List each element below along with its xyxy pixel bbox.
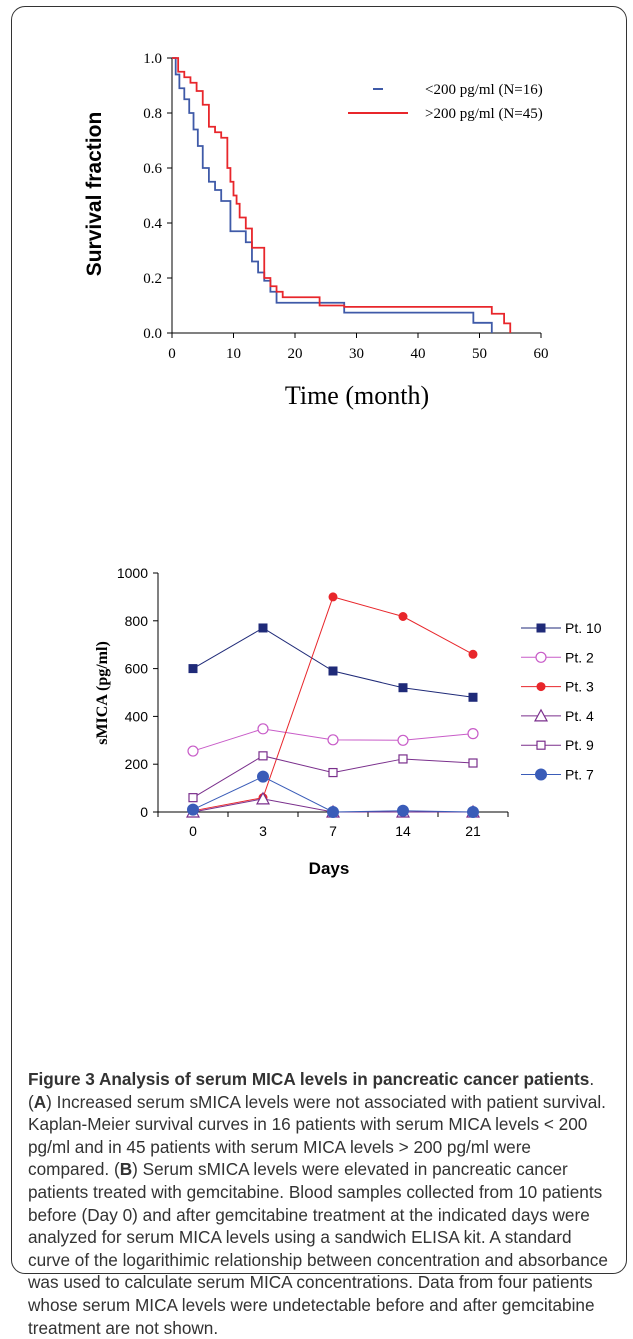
smica-point-pt-3 xyxy=(328,592,338,602)
smica-point-pt-10 xyxy=(398,683,408,693)
survival-y-tick-label: 0.6 xyxy=(143,161,162,177)
survival-legend-label: <200 pg/ml (N=16) xyxy=(425,82,543,98)
smica-legend-label: Pt. 10 xyxy=(565,620,602,636)
smica-legend-label: Pt. 9 xyxy=(565,737,594,753)
smica-legend-label: Pt. 7 xyxy=(565,767,594,783)
smica-point-pt-9 xyxy=(398,754,408,764)
smica-legend-label: Pt. 3 xyxy=(565,679,594,695)
figure-canvas: 0 10 20 30 40 50 600.00.20.40.60.81.0 <200 pg/… xyxy=(83,51,602,878)
survival-y-axis-label: Survival fraction xyxy=(83,112,106,277)
figure-caption: Figure 3 Analysis of serum MICA levels i… xyxy=(28,1069,608,1338)
smica-x-tick-label: 0 xyxy=(189,823,197,839)
caption-panel-a-text: Increased serum sMICA levels were not as… xyxy=(28,1091,606,1180)
smica-point-pt-7 xyxy=(257,770,269,783)
smica-series-pt-10 xyxy=(192,627,474,698)
smica-point-pt-10 xyxy=(258,623,268,633)
smica-point-pt-7 xyxy=(397,804,409,817)
smica-x-tick-label: 21 xyxy=(465,823,481,839)
survival-x-tick-label: 50 xyxy=(472,346,487,362)
figure-frame xyxy=(11,6,627,1274)
smica-point-pt-3 xyxy=(398,611,408,621)
smica-legend-marker-pt-2 xyxy=(535,651,547,663)
smica-y-axis-label: sMICA (pg/ml) xyxy=(94,641,111,745)
smica-legend-label: Pt. 2 xyxy=(565,649,594,665)
smica-legend-marker-pt-7 xyxy=(535,768,547,781)
smica-x-tick-label: 7 xyxy=(329,823,337,839)
survival-x-tick-label: 10 xyxy=(226,346,241,362)
smica-point-pt-7 xyxy=(467,806,479,818)
caption-panel-b-letter: B xyxy=(119,1159,133,1180)
smica-legend-marker-pt-3 xyxy=(536,682,546,692)
survival-x-tick-label: 0 xyxy=(168,346,176,362)
smica-y-tick-label: 0 xyxy=(140,804,148,820)
survival-x-axis-label: Time (month) xyxy=(285,381,429,410)
survival-y-tick-label: 1.0 xyxy=(143,51,162,67)
survival-x-tick-label: 40 xyxy=(411,346,426,362)
smica-point-pt-2 xyxy=(467,728,479,740)
smica-point-pt-2 xyxy=(327,734,339,746)
smica-point-pt-10 xyxy=(328,666,338,676)
smica-y-tick-label: 200 xyxy=(125,756,149,772)
smica-point-pt-9 xyxy=(188,793,198,803)
smica-series-pt-3 xyxy=(192,596,474,812)
smica-point-pt-9 xyxy=(258,751,268,761)
survival-x-tick-label: 20 xyxy=(288,346,303,362)
survival-series-high xyxy=(172,57,512,333)
smica-point-pt-10 xyxy=(468,692,478,702)
survival-series-low xyxy=(172,57,493,333)
smica-point-pt-2 xyxy=(187,745,199,757)
smica-x-tick-label: 14 xyxy=(395,823,411,839)
smica-legend-label: Pt. 4 xyxy=(565,708,594,724)
survival-y-tick-label: 0.8 xyxy=(143,106,162,122)
smica-legend-marker-pt-9 xyxy=(536,740,546,750)
survival-x-tick-label: 30 xyxy=(349,346,364,362)
caption-panel-b-text: ) Serum sMICA levels were elevated in pa… xyxy=(28,1159,608,1338)
smica-point-pt-7 xyxy=(327,806,339,818)
smica-point-pt-2 xyxy=(397,734,409,746)
smica-point-pt-2 xyxy=(257,723,269,735)
survival-y-tick-label: 0.0 xyxy=(143,326,162,342)
smica-point-pt-4 xyxy=(255,791,271,805)
survival-legend-label: >200 pg/ml (N=45) xyxy=(425,106,543,122)
smica-point-pt-9 xyxy=(328,767,338,778)
smica-x-axis-label: Days xyxy=(309,859,350,878)
caption-title: Figure 3 Analysis of serum MICA levels i… xyxy=(28,1069,590,1089)
smica-y-tick-label: 1000 xyxy=(117,565,148,581)
smica-y-tick-label: 400 xyxy=(125,708,149,724)
smica-point-pt-9 xyxy=(468,758,478,768)
smica-point-pt-3 xyxy=(468,649,478,659)
smica-point-pt-7 xyxy=(187,803,199,816)
smica-x-tick-label: 3 xyxy=(259,823,267,839)
caption-panel-a-letter: A xyxy=(33,1091,47,1112)
survival-y-tick-label: 0.2 xyxy=(143,271,162,287)
smica-legend-marker-pt-10 xyxy=(536,623,546,633)
smica-chart: 0 3 7 14 21 0 200 400 600 800 1000 Pt. 10 Pt. 2 Pt. … xyxy=(94,565,602,878)
survival-chart: 0 10 20 30 40 50 60 0.0 0.2 0.4 0.6 0.8 1.0 <200 pg/… xyxy=(83,51,549,410)
smica-point-pt-10 xyxy=(188,664,198,674)
survival-y-tick-label: 0.4 xyxy=(143,216,162,232)
smica-y-tick-label: 600 xyxy=(125,661,149,677)
smica-y-tick-label: 800 xyxy=(125,613,149,629)
smica-legend-marker-pt-4 xyxy=(533,708,549,722)
survival-x-tick-label: 60 xyxy=(534,346,549,362)
